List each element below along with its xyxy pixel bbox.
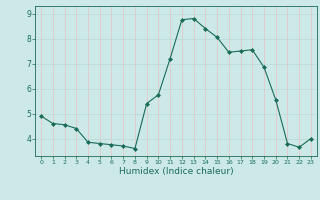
X-axis label: Humidex (Indice chaleur): Humidex (Indice chaleur) (119, 167, 233, 176)
